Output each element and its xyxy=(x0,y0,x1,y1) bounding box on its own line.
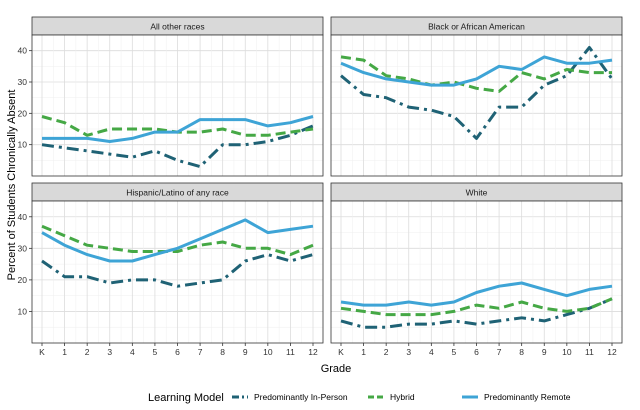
gridlines xyxy=(331,35,622,176)
x-tick-label: 12 xyxy=(308,347,318,357)
x-tick-label: 6 xyxy=(474,347,479,357)
y-tick-label: 40 xyxy=(18,46,28,56)
legend-item-hybrid: Hybrid xyxy=(368,392,415,402)
gridlines xyxy=(331,201,622,343)
panel-border xyxy=(330,34,623,177)
x-tick-label: 8 xyxy=(519,347,524,357)
panel-title: All other races xyxy=(150,22,204,32)
series-line-predominantly-remote xyxy=(340,281,613,307)
legend-title: Learning Model xyxy=(148,392,224,404)
series-line-hybrid xyxy=(340,297,613,317)
x-tick-label: K xyxy=(338,347,344,357)
series-line-predominantly-in-person xyxy=(41,253,314,288)
x-axis-title: Grade xyxy=(321,363,352,375)
x-tick-label: 7 xyxy=(497,347,502,357)
y-tick-label: 10 xyxy=(18,140,28,150)
x-tick-label: 11 xyxy=(585,347,594,357)
x-tick-label: 5 xyxy=(153,347,158,357)
x-tick-label: 3 xyxy=(107,347,112,357)
x-tick-label: 10 xyxy=(263,347,273,357)
panels: All other races 10 20 30 40 Black or African … xyxy=(18,16,623,357)
legend: Learning Model Predominantly In-Person Hy… xyxy=(148,392,571,404)
x-tick-label: 10 xyxy=(562,347,572,357)
series-line-hybrid xyxy=(340,55,612,93)
panel-black-or-african-american: Black or African American xyxy=(330,16,623,177)
x-tick-label: 1 xyxy=(361,347,366,357)
x-tick-label: 4 xyxy=(130,347,135,357)
x-tick-label: K xyxy=(39,347,45,357)
y-tick-label: 20 xyxy=(18,108,28,118)
gridlines xyxy=(32,201,323,343)
x-tick-label: 6 xyxy=(175,347,180,357)
x-tick-label: 3 xyxy=(406,347,411,357)
panel-all-other-races: All other races 10 20 30 40 xyxy=(18,16,324,177)
x-tick-label: 7 xyxy=(198,347,203,357)
x-tick-label: 2 xyxy=(85,347,90,357)
y-tick-label: 20 xyxy=(18,275,28,285)
x-tick-label: 8 xyxy=(220,347,225,357)
x-tick-label: 4 xyxy=(429,347,434,357)
legend-label: Predominantly Remote xyxy=(484,392,571,402)
series-line-predominantly-in-person xyxy=(340,46,614,140)
series-line-predominantly-in-person xyxy=(340,297,613,329)
series-line-hybrid xyxy=(41,224,314,257)
x-tick-label: 9 xyxy=(243,347,248,357)
legend-item-predominantly-in-person: Predominantly In-Person xyxy=(232,392,348,402)
series-line-predominantly-remote xyxy=(41,218,314,263)
legend-item-predominantly-remote: Predominantly Remote xyxy=(462,392,571,402)
legend-label: Predominantly In-Person xyxy=(254,392,348,402)
x-tick-label: 9 xyxy=(542,347,547,357)
panel-title: Black or African American xyxy=(428,22,525,32)
x-tick-label: 1 xyxy=(62,347,67,357)
x-tick-label: 2 xyxy=(384,347,389,357)
x-tick-label: 11 xyxy=(286,347,295,357)
y-axis-title: Percent of Students Chronically Absent xyxy=(6,90,18,281)
legend-items: Predominantly In-Person Hybrid Predominant… xyxy=(232,392,571,402)
gridlines xyxy=(32,35,323,176)
y-tick-label: 40 xyxy=(18,212,28,222)
x-tick-label: 12 xyxy=(607,347,617,357)
series-line-predominantly-remote xyxy=(42,115,314,143)
panel-title: White xyxy=(466,188,488,198)
panel-border xyxy=(31,34,324,177)
panel-title: Hispanic/Latino of any race xyxy=(126,188,229,198)
series-line-predominantly-remote xyxy=(340,55,613,87)
y-tick-label: 10 xyxy=(18,306,28,316)
legend-label: Hybrid xyxy=(390,392,415,402)
y-tick-label: 30 xyxy=(18,243,28,253)
x-tick-label: 5 xyxy=(452,347,457,357)
y-tick-label: 30 xyxy=(18,77,28,87)
